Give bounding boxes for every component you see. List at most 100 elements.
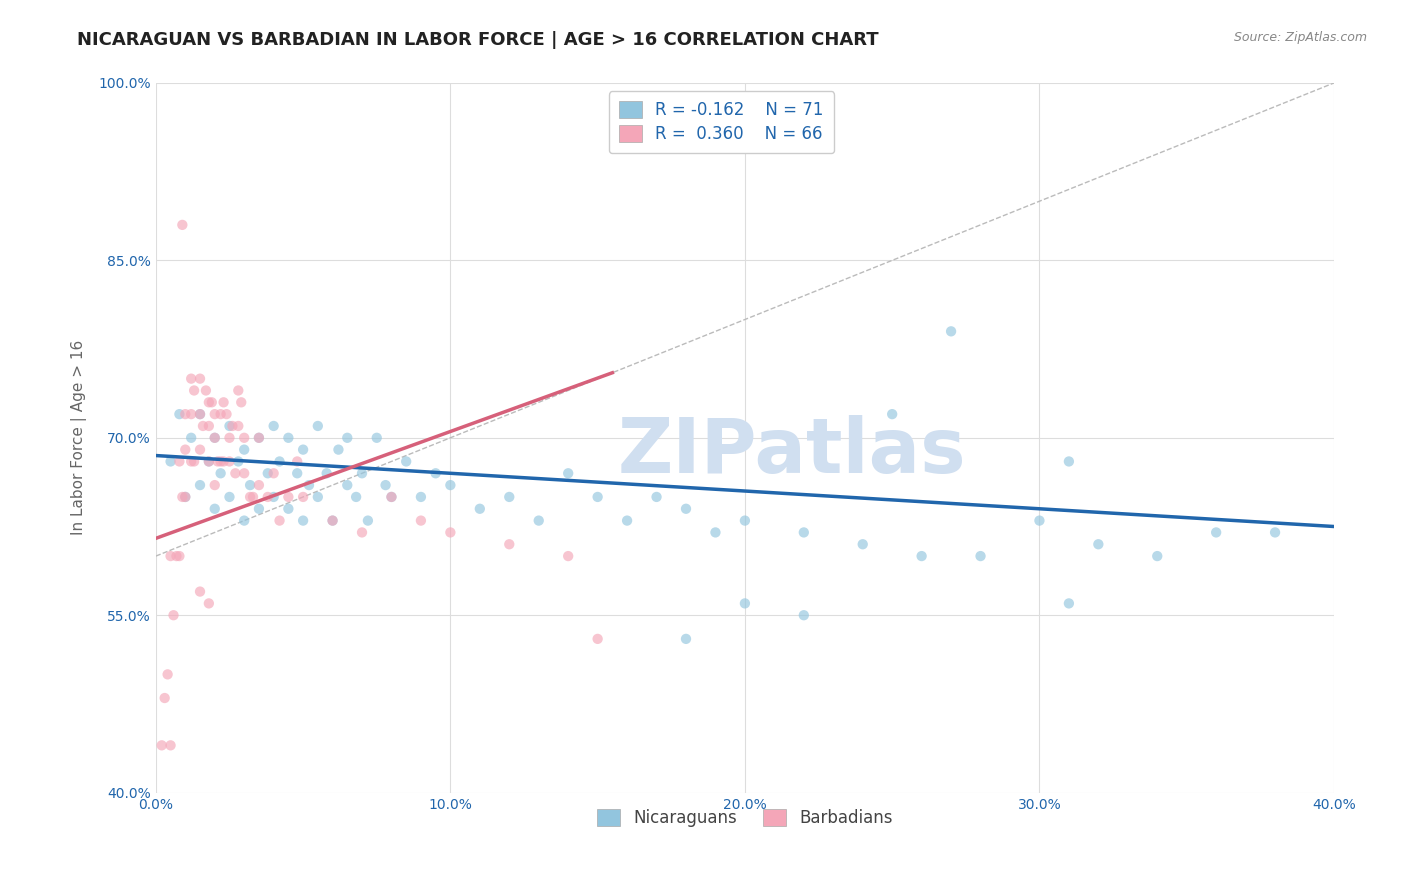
Point — [180, 454, 202, 468]
Point — [153, 691, 176, 706]
Point — [159, 454, 181, 468]
Point — [174, 407, 197, 421]
Point — [212, 454, 235, 468]
Point — [1057, 454, 1080, 468]
Point — [557, 549, 579, 563]
Point — [380, 490, 402, 504]
Point — [498, 537, 520, 551]
Point — [1264, 525, 1286, 540]
Point — [793, 525, 815, 540]
Point — [256, 490, 278, 504]
Point — [247, 478, 270, 492]
Point — [793, 608, 815, 623]
Point — [188, 478, 211, 492]
Point — [350, 525, 373, 540]
Point — [586, 632, 609, 646]
Point — [198, 395, 221, 409]
Point — [645, 490, 668, 504]
Point — [292, 514, 315, 528]
Point — [172, 490, 194, 504]
Point — [277, 490, 299, 504]
Point — [209, 454, 232, 468]
Point — [247, 501, 270, 516]
Point — [292, 490, 315, 504]
Point — [322, 514, 344, 528]
Point — [256, 467, 278, 481]
Point — [395, 454, 418, 468]
Point — [198, 596, 221, 610]
Point — [198, 454, 221, 468]
Point — [439, 525, 461, 540]
Point — [366, 431, 388, 445]
Point — [233, 514, 256, 528]
Point — [188, 584, 211, 599]
Point — [307, 419, 329, 434]
Point — [557, 467, 579, 481]
Point — [174, 442, 197, 457]
Point — [328, 442, 350, 457]
Point — [159, 739, 181, 753]
Point — [218, 454, 240, 468]
Point — [198, 454, 221, 468]
Point — [156, 667, 179, 681]
Point — [285, 454, 308, 468]
Point — [734, 596, 756, 610]
Point — [204, 501, 226, 516]
Point — [1057, 596, 1080, 610]
Legend: Nicaraguans, Barbadians: Nicaraguans, Barbadians — [591, 803, 900, 834]
Point — [180, 372, 202, 386]
Point — [380, 490, 402, 504]
Point — [239, 478, 262, 492]
Point — [242, 490, 264, 504]
Point — [269, 454, 291, 468]
Point — [939, 324, 962, 338]
Point — [425, 467, 447, 481]
Point — [183, 454, 205, 468]
Point — [180, 407, 202, 421]
Point — [226, 384, 249, 398]
Point — [882, 407, 904, 421]
Point — [201, 395, 224, 409]
Point — [183, 384, 205, 398]
Point — [204, 431, 226, 445]
Point — [169, 454, 191, 468]
Point — [586, 490, 609, 504]
Point — [269, 514, 291, 528]
Point — [231, 395, 253, 409]
Point — [169, 407, 191, 421]
Point — [162, 608, 184, 623]
Point — [1146, 549, 1168, 563]
Point — [498, 490, 520, 504]
Point — [191, 419, 214, 434]
Text: NICARAGUAN VS BARBADIAN IN LABOR FORCE | AGE > 16 CORRELATION CHART: NICARAGUAN VS BARBADIAN IN LABOR FORCE |… — [77, 31, 879, 49]
Point — [852, 537, 875, 551]
Point — [409, 490, 432, 504]
Y-axis label: In Labor Force | Age > 16: In Labor Force | Age > 16 — [72, 340, 87, 535]
Point — [374, 478, 396, 492]
Point — [204, 407, 226, 421]
Point — [212, 395, 235, 409]
Point — [204, 431, 226, 445]
Text: Source: ZipAtlas.com: Source: ZipAtlas.com — [1233, 31, 1367, 45]
Point — [233, 467, 256, 481]
Text: ZIPatlas: ZIPatlas — [617, 415, 966, 489]
Point — [218, 419, 240, 434]
Point — [221, 419, 243, 434]
Point — [209, 467, 232, 481]
Point — [188, 407, 211, 421]
Point — [226, 454, 249, 468]
Point — [1205, 525, 1227, 540]
Point — [336, 431, 359, 445]
Point — [263, 467, 285, 481]
Point — [233, 431, 256, 445]
Point — [159, 549, 181, 563]
Point — [172, 218, 194, 232]
Point — [322, 514, 344, 528]
Point — [277, 431, 299, 445]
Point — [215, 407, 238, 421]
Point — [188, 372, 211, 386]
Point — [734, 514, 756, 528]
Point — [277, 501, 299, 516]
Point — [298, 478, 321, 492]
Point — [218, 431, 240, 445]
